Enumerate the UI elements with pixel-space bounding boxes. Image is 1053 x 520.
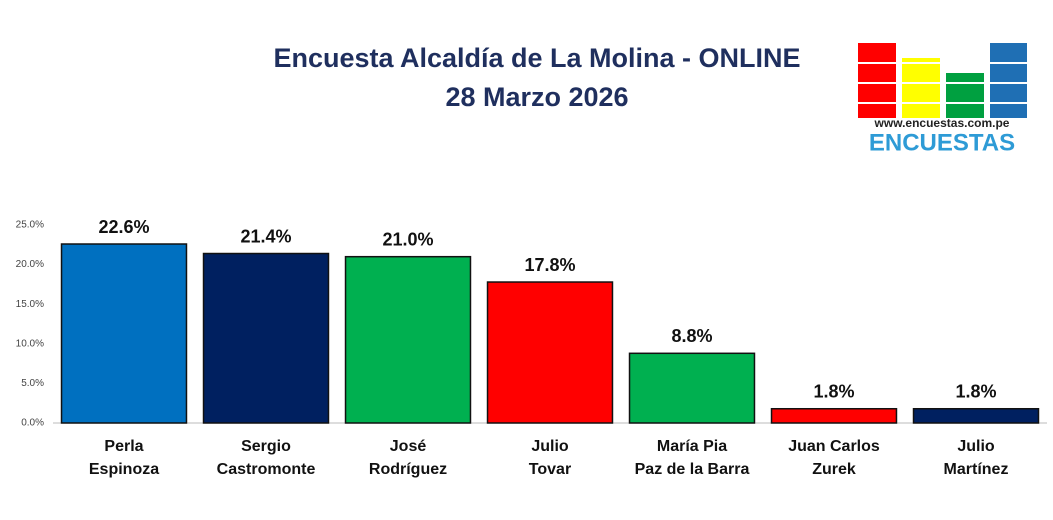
x-tick-label: José Rodríguez — [369, 438, 447, 478]
bar — [628, 352, 756, 424]
y-tick-label: 5.0% — [21, 378, 44, 389]
bar — [912, 407, 1040, 424]
bar — [486, 281, 614, 424]
chart-title: Encuesta Alcaldía de La Molina - ONLINE — [273, 43, 800, 73]
value-label: 22.6% — [98, 217, 149, 237]
value-label: 1.8% — [955, 381, 996, 401]
logo-stripes — [855, 62, 1030, 104]
value-label: 1.8% — [813, 381, 854, 401]
y-tick-label: 15.0% — [16, 299, 44, 310]
value-label: 8.8% — [671, 326, 712, 346]
logo-bar — [858, 43, 896, 118]
logo-url: www.encuestas.com.pe — [874, 116, 1010, 130]
bar — [344, 255, 472, 424]
value-label: 21.0% — [382, 229, 433, 249]
logo-bar — [946, 73, 984, 118]
bar — [770, 407, 898, 424]
logo-bar — [902, 58, 940, 118]
x-tick-label: Julio Tovar — [529, 438, 571, 478]
logo: www.encuestas.com.pe ENCUESTAS — [855, 43, 1030, 156]
bar — [60, 243, 188, 424]
y-tick-label: 25.0% — [16, 220, 44, 231]
x-tick-label: Sergio Castromonte — [217, 438, 316, 478]
y-tick-label: 10.0% — [16, 338, 44, 349]
logo-name: ENCUESTAS — [869, 129, 1015, 156]
logo-bar — [990, 43, 1027, 118]
value-label: 17.8% — [524, 255, 575, 275]
value-label: 21.4% — [240, 226, 291, 246]
bar — [202, 252, 330, 424]
y-tick-label: 20.0% — [16, 259, 44, 270]
chart-subtitle: 28 Marzo 2026 — [445, 82, 628, 112]
y-tick-label: 0.0% — [21, 418, 44, 429]
x-tick-label: Juan Carlos Zurek — [788, 438, 880, 478]
x-tick-label: María Pia Paz de la Barra — [635, 438, 750, 478]
x-tick-label: Perla Espinoza — [89, 438, 159, 478]
x-tick-label: Julio Martínez — [944, 438, 1009, 478]
